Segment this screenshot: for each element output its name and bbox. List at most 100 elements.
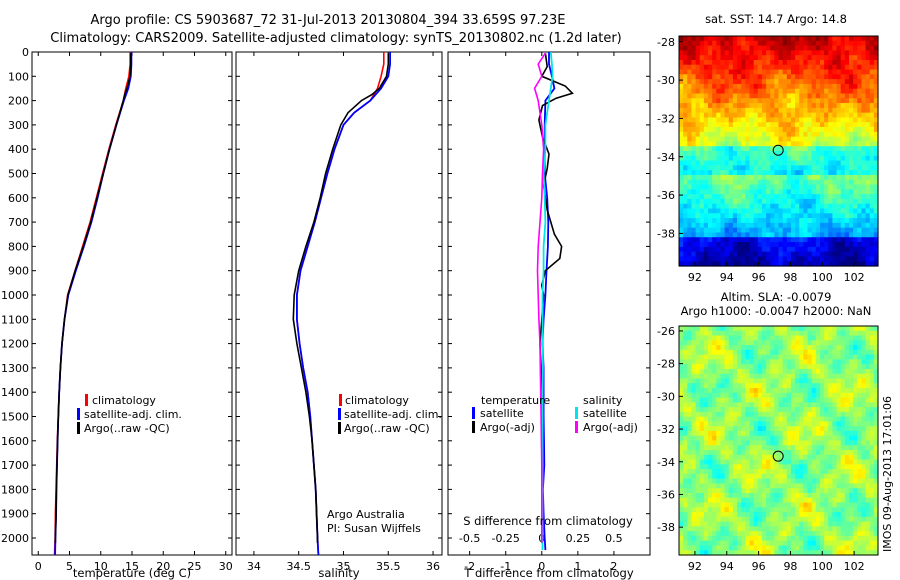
map-cell xyxy=(720,464,726,470)
map-cell xyxy=(708,397,713,403)
map-cell xyxy=(844,203,850,210)
map-cell xyxy=(766,512,771,518)
map-cell xyxy=(703,40,709,47)
map-cell xyxy=(873,535,879,542)
map-cell xyxy=(712,388,717,394)
map-cell xyxy=(741,416,746,423)
map-cell xyxy=(848,36,854,42)
map-cell xyxy=(745,88,751,95)
map-cell xyxy=(844,227,850,234)
map-cell xyxy=(840,59,846,66)
map-cell xyxy=(828,454,833,461)
map-cell xyxy=(749,189,755,195)
map-cell xyxy=(844,170,850,176)
map-cell xyxy=(687,189,693,195)
map-cell xyxy=(761,107,767,114)
map-cell xyxy=(844,378,850,384)
map-cell xyxy=(790,203,796,210)
map-cell xyxy=(728,535,734,542)
map-cell xyxy=(853,373,858,380)
map-cell xyxy=(811,469,817,475)
map-cell xyxy=(695,218,701,224)
map-cell xyxy=(728,473,734,480)
map-cell xyxy=(695,540,701,547)
map-cell xyxy=(832,521,838,527)
map-cell xyxy=(774,83,780,90)
map-cell xyxy=(703,141,709,147)
map-cell xyxy=(708,112,713,119)
map-cell xyxy=(819,165,825,171)
map-cell xyxy=(840,208,846,214)
map-cell xyxy=(790,36,796,42)
map-cell xyxy=(737,345,742,351)
map-cell xyxy=(873,59,879,66)
map-cell xyxy=(861,392,867,399)
map-cell xyxy=(795,36,800,42)
map-cell xyxy=(873,218,879,224)
map-cell xyxy=(782,349,788,356)
map-cell xyxy=(803,373,809,380)
map-cell xyxy=(679,103,684,109)
map-cell xyxy=(811,397,817,403)
map-cell xyxy=(749,155,755,162)
map-cell xyxy=(795,512,800,518)
map-cell xyxy=(869,459,875,465)
map-cell xyxy=(848,445,854,451)
map-cell xyxy=(720,497,726,504)
map-cell xyxy=(745,79,751,85)
map-cell xyxy=(708,98,713,104)
map-cell xyxy=(699,103,705,109)
map-cell xyxy=(795,469,800,475)
map-cell xyxy=(774,507,780,513)
map-cell xyxy=(815,502,821,508)
map-cell xyxy=(737,464,742,470)
map-cell xyxy=(799,411,804,418)
map-cell xyxy=(712,359,717,365)
map-cell xyxy=(778,64,784,71)
map-cell xyxy=(749,450,755,456)
map-cell xyxy=(732,179,738,186)
map-cell xyxy=(861,383,867,389)
map-cell xyxy=(832,345,838,351)
map-cell xyxy=(836,107,842,114)
map-cell xyxy=(691,545,697,551)
map-cell xyxy=(687,535,693,542)
map-cell xyxy=(679,50,684,56)
map-cell xyxy=(873,512,879,518)
map-cell xyxy=(683,402,688,408)
map-cell xyxy=(708,340,713,346)
map-cell xyxy=(724,208,730,214)
map-cell xyxy=(699,194,705,200)
map-cell xyxy=(865,59,871,66)
map-cell xyxy=(703,445,709,451)
map-cell xyxy=(836,218,842,224)
map-cell xyxy=(737,540,742,547)
map-cell xyxy=(749,492,755,499)
map-cell xyxy=(679,131,684,138)
map-cell xyxy=(782,416,788,423)
map-cell xyxy=(819,478,825,485)
map-cell xyxy=(799,136,804,143)
map-cell xyxy=(832,354,838,360)
map-cell xyxy=(753,213,759,219)
map-cell xyxy=(828,112,833,119)
map-cell xyxy=(699,112,705,119)
map-cell xyxy=(770,36,775,42)
map-cell xyxy=(824,383,829,389)
map-cell xyxy=(815,392,821,399)
map-cell xyxy=(753,326,759,332)
map-cell xyxy=(873,450,879,456)
map-cell xyxy=(840,526,846,532)
map-cell xyxy=(712,69,717,75)
map-cell xyxy=(790,127,796,133)
map-cell xyxy=(716,388,722,394)
map-cell xyxy=(795,435,800,442)
map-cell xyxy=(732,326,738,332)
map-cell xyxy=(770,426,775,432)
map-cell xyxy=(761,349,767,356)
map-cell xyxy=(761,473,767,480)
map-cell xyxy=(807,512,813,518)
map-cell xyxy=(687,464,693,470)
map-cell xyxy=(848,326,854,332)
map-cell xyxy=(732,227,738,234)
